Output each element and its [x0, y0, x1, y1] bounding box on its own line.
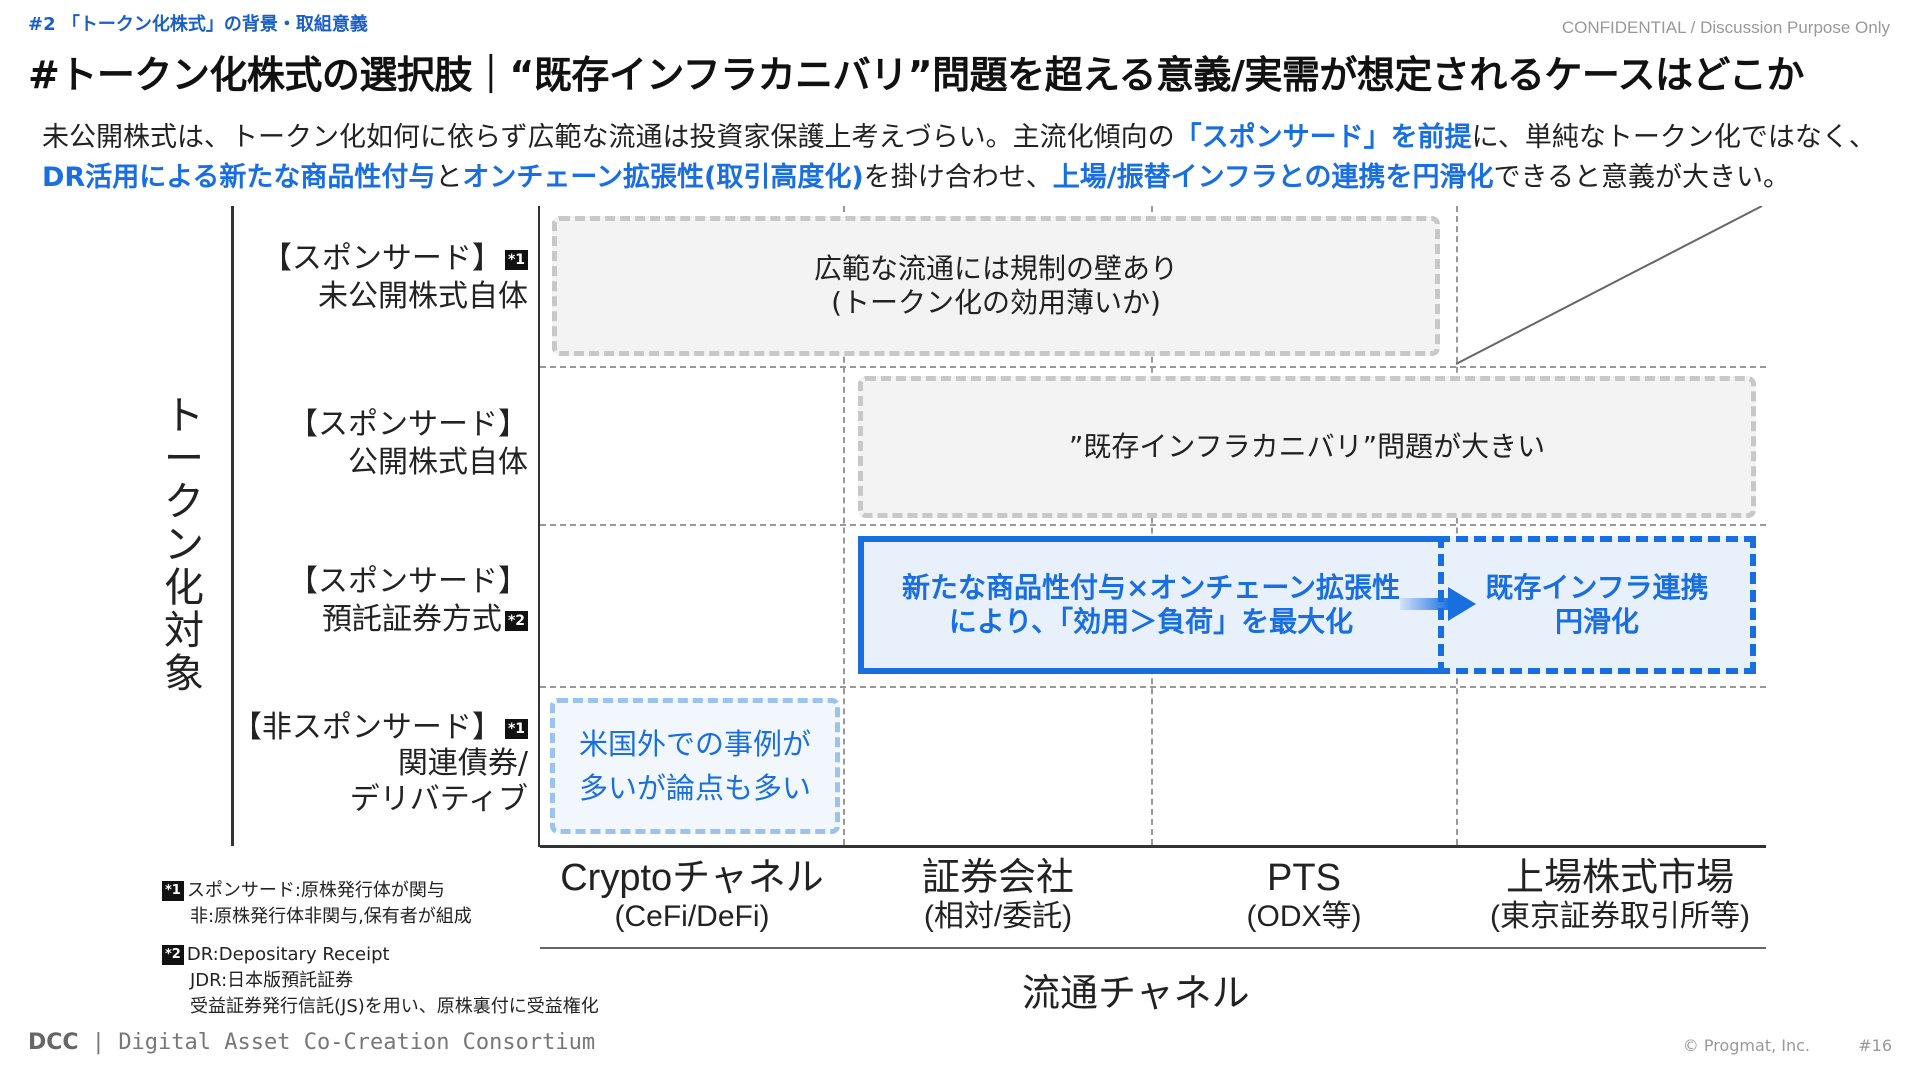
- column-label-broker: 証券会社 (相対/委託): [921, 857, 1074, 933]
- y-axis-line: [231, 206, 234, 846]
- page-title: #トークン化株式の選択肢｜“既存インフラカニバリ”問題を超える意義/実需が想定さ…: [28, 53, 1804, 97]
- intro-text-2f: できると意義が大きい。: [1493, 162, 1790, 193]
- footnote-badge: *1: [504, 718, 528, 739]
- footer-logo: DCC | Digital Asset Co-Creation Consorti…: [28, 1030, 596, 1055]
- footnote-1: *1 スポンサード:原株発行体が関与 非:原株発行体非関与,保有者が組成: [162, 878, 472, 930]
- x-axis-bottom-line: [540, 947, 1766, 949]
- overseas-cases-box: 米国外での事例が 多いが論点も多い: [550, 698, 840, 834]
- intro-text: 未公開株式は、トークン化如何に依らず広範な流通は投資家保護上考えづらい。主流化傾…: [42, 118, 1892, 198]
- x-axis-title: 流通チャネル: [1022, 971, 1250, 1015]
- footnote-badge: *2: [504, 610, 528, 631]
- regulation-barrier-box: 広範な流通には規制の壁あり (トークン化の効用薄いか): [552, 216, 1440, 356]
- row-label-unlisted: 【スポンサード】 *1 未公開株式自体: [261, 241, 528, 314]
- row-label-listed: 【スポンサード】 公開株式自体: [288, 407, 528, 480]
- row-label-unsponsored: 【非スポンサード】 *1 関連債券/ デリバティブ: [231, 710, 528, 817]
- column-label-crypto: Cryptoチャネル (CeFi/DeFi): [560, 857, 824, 933]
- column-divider: [1151, 206, 1153, 845]
- intro-text-1c: に、単純なトークン化ではなく、: [1471, 122, 1876, 153]
- intro-text-2b: と: [435, 162, 463, 193]
- infra-connection-box: 既存インフラ連携 円滑化: [1438, 536, 1756, 674]
- row-label-depositary: 【スポンサード】 預託証券方式 *2: [288, 564, 528, 637]
- row-divider: [540, 524, 1766, 526]
- arrow-right-icon: [1400, 587, 1476, 621]
- intro-highlight-infra: 上場/振替インフラとの連携を円滑化: [1052, 162, 1494, 193]
- column-label-pts: PTS (ODX等): [1246, 857, 1362, 933]
- footnote-2: *2 DR:Depositary Receipt JDR:日本版預託証券 受益証券…: [162, 942, 599, 1020]
- row-divider: [540, 686, 1766, 688]
- column-divider: [843, 206, 845, 845]
- footnote-badge: *1: [504, 249, 528, 270]
- intro-highlight-sponsored: 「スポンサード」を前提: [1174, 122, 1472, 153]
- intro-highlight-dr: DR活用による新たな商品性付与: [42, 162, 436, 193]
- y-axis-title: トークン化対象: [164, 393, 204, 697]
- x-axis-line: [540, 845, 1766, 848]
- footnote-badge: *2: [162, 945, 184, 965]
- column-label-exchange: 上場株式市場 (東京証券取引所等): [1490, 857, 1750, 933]
- cannibalization-box: ”既存インフラカニバリ”問題が大きい: [858, 376, 1756, 518]
- column-divider: [1456, 206, 1458, 845]
- diagonal-line: [1456, 206, 1763, 365]
- matrix-left-border: [538, 206, 540, 847]
- confidential-label: CONFIDENTIAL / Discussion Purpose Only: [1561, 18, 1890, 37]
- copyright: © Progmat, Inc.: [1682, 1036, 1810, 1055]
- section-label: #2 「トークン化株式」の背景・取組意義: [28, 14, 368, 35]
- page-number: #16: [1858, 1036, 1892, 1055]
- intro-text-2d: を掛け合わせ、: [863, 162, 1053, 193]
- value-maximization-box: 新たな商品性付与×オンチェーン拡張性 により、「効用＞負荷」を最大化: [858, 536, 1444, 674]
- intro-highlight-onchain: オンチェーン拡張性(取引高度化): [462, 162, 864, 193]
- intro-text-1a: 未公開株式は、トークン化如何に依らず広範な流通は投資家保護上考えづらい。主流化傾…: [42, 122, 1175, 153]
- footnote-badge: *1: [162, 881, 184, 901]
- row-divider: [540, 366, 1766, 368]
